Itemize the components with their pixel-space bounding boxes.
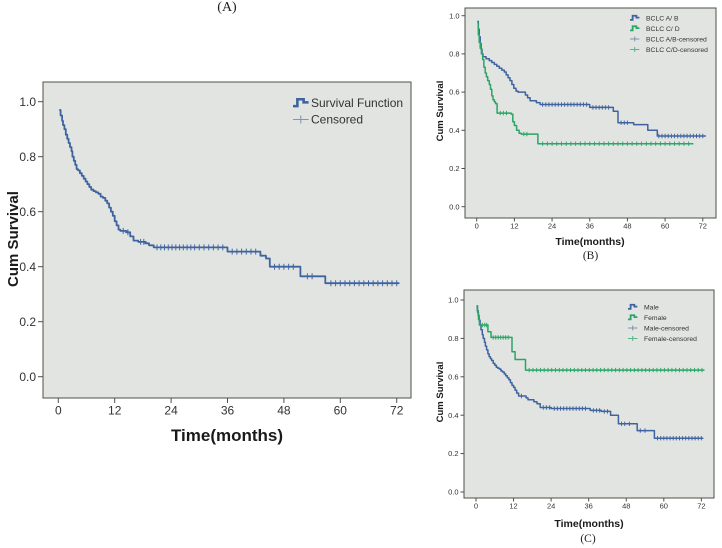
y-tick-label: 0.0 [448, 488, 458, 497]
x-tick-label: 12 [510, 222, 518, 231]
legend-item-bclc-a-b: BCLC A/ B [630, 14, 679, 22]
y-tick-label: 0.4 [19, 260, 36, 274]
y-tick-label: 0.2 [19, 315, 36, 329]
x-tick-label: 0 [475, 222, 479, 231]
legend-label: Survival Function [311, 96, 403, 110]
x-tick-label: 72 [390, 403, 404, 417]
x-tick-label: 48 [622, 502, 630, 511]
legend-label: BCLC A/B-censored [646, 36, 707, 43]
legend-item-male: Male [628, 303, 659, 311]
censor-marks-bclc-c-d [498, 110, 691, 146]
x-tick-label: 60 [660, 502, 668, 511]
panel-c: 0 12 24 36 48 60 72 0.0 0.2 0.4 0.6 0.8 1.0 Male Femal… [435, 289, 715, 530]
x-tick-label: 24 [164, 403, 178, 417]
censor-marks-bclc-a-b [540, 102, 705, 139]
curve-female [476, 305, 705, 371]
legend-item-survival-function: Survival Function [293, 96, 403, 110]
x-tick-label: 36 [585, 502, 593, 511]
step-line-icon [630, 25, 640, 32]
legend-item-bclc-c-d-censored: BCLC C/D-censored [630, 47, 708, 54]
legend-item-female: Female [628, 314, 667, 322]
panel-a: 0 12 24 36 48 60 72 0.0 0.2 0.4 0.6 0.8 1.0 Survival … [5, 81, 412, 445]
y-tick-label: 0.4 [449, 126, 459, 135]
step-line-icon [628, 314, 638, 321]
plus-marker-icon [628, 325, 638, 331]
y-tick-label: 0.4 [448, 411, 458, 420]
plus-marker-icon [630, 36, 640, 42]
legend-item-bclc-a-b-censored: BCLC A/B-censored [630, 36, 707, 43]
x-tick-label: 60 [661, 222, 669, 231]
y-tick-label: 1.0 [448, 296, 458, 305]
censor-marks-male [519, 393, 704, 441]
step-line-icon [630, 14, 640, 21]
y-axis-label: Cum Survival [435, 362, 446, 423]
plus-marker-icon [628, 336, 638, 341]
legend-item-bclc-c-d: BCLC C/ D [630, 25, 680, 33]
plus-marker-icon [293, 115, 309, 124]
plot-area [463, 289, 715, 499]
legend-item-female-censored: Female-censored [628, 336, 697, 343]
x-tick-label: 60 [334, 403, 348, 417]
plot-area [42, 81, 412, 399]
y-tick-label: 0.2 [449, 164, 459, 173]
x-tick-label: 0 [474, 502, 478, 511]
step-line-icon [293, 97, 309, 108]
x-axis-label: Time(months) [554, 518, 623, 530]
x-tick-label: 48 [623, 222, 631, 231]
x-tick-label: 48 [277, 403, 291, 417]
x-tick-label: 24 [547, 502, 555, 511]
y-tick-label: 1.0 [449, 11, 459, 20]
x-tick-label: 0 [55, 403, 62, 417]
y-tick-label: 0.6 [449, 88, 459, 97]
legend-label: Male-censored [644, 325, 689, 332]
x-tick-label: 72 [697, 502, 705, 511]
plus-marker-icon [630, 47, 640, 52]
x-tick-label: 72 [699, 222, 707, 231]
legend-label: Censored [311, 113, 363, 127]
legend-label: BCLC C/ D [646, 26, 680, 33]
y-axis-label: Cum Survival [5, 191, 22, 287]
x-axis-label: Time(months) [555, 236, 624, 248]
y-tick-label: 0.8 [448, 334, 458, 343]
legend-item-censored: Censored [293, 113, 363, 127]
y-tick-label: 0.0 [449, 202, 459, 211]
x-tick-label: 36 [221, 403, 235, 417]
x-tick-label: 12 [108, 403, 122, 417]
curve-bclc-c-d [477, 22, 694, 145]
y-tick-label: 0.6 [19, 205, 36, 219]
x-tick-label: 36 [586, 222, 594, 231]
step-line-icon [628, 303, 638, 310]
legend-item-male-censored: Male-censored [628, 325, 689, 332]
x-tick-label: 12 [509, 502, 517, 511]
x-tick-label: 24 [548, 222, 556, 231]
y-tick-label: 0.0 [19, 370, 36, 384]
legend-label: Male [644, 304, 659, 311]
y-tick-label: 0.6 [448, 372, 458, 381]
y-tick-label: 0.2 [448, 449, 458, 458]
legend-label: BCLC A/ B [646, 15, 679, 22]
y-tick-label: 0.8 [449, 50, 459, 59]
legend-label: Female [644, 315, 667, 322]
curve-survival-function [59, 109, 400, 285]
panel-b: 0 12 24 36 48 60 72 0.0 0.2 0.4 0.6 0.8 1.0 BCLC A/ B… [435, 7, 717, 248]
censor-marks-survival-function [120, 227, 400, 287]
censor-marks-female [480, 322, 705, 373]
legend-label: Female-censored [644, 336, 697, 343]
x-axis-label: Time(months) [171, 426, 283, 445]
y-tick-label: 0.8 [19, 150, 36, 164]
legend-label: BCLC C/D-censored [646, 47, 708, 54]
y-axis-label: Cum Survival [435, 81, 446, 142]
y-tick-label: 1.0 [19, 95, 36, 109]
